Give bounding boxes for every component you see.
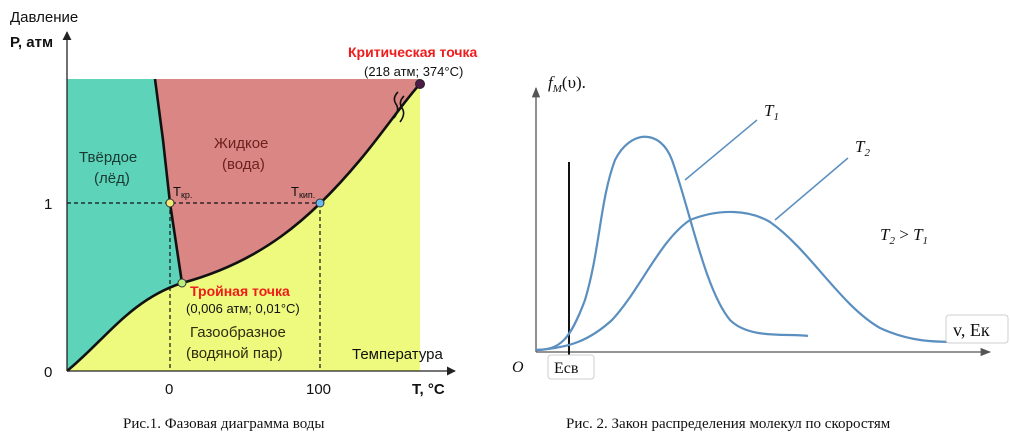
sublimation-curve — [66, 281, 183, 373]
x-axis-label-box — [945, 314, 1009, 344]
t2-leader — [774, 157, 849, 221]
x-tick-100: 100 — [306, 381, 331, 398]
curve-t1 — [535, 135, 809, 352]
critical-point-title: Критическая точка — [348, 44, 478, 60]
t-melt-label: Tкр. — [173, 184, 192, 200]
vaporization-curve — [181, 83, 421, 285]
esv-label-box — [547, 354, 595, 380]
solid-label: Твёрдое — [79, 149, 137, 166]
origin-label: O — [512, 359, 524, 376]
melting-point-marker — [165, 198, 175, 208]
critical-point-marker — [415, 79, 425, 89]
curve-break-mark — [393, 91, 405, 123]
x-axis-unit: T, °C — [412, 381, 445, 398]
melting-curve — [153, 78, 184, 284]
y-tick-1: 1 — [44, 196, 52, 213]
figure2-caption: Рис. 2. Закон распределения молекул по с… — [566, 416, 891, 432]
boiling-point-marker — [315, 198, 325, 208]
t2-label: T2 — [855, 137, 870, 159]
liquid-label: Жидкое — [214, 135, 268, 152]
gas-label: Газообразное — [190, 324, 286, 341]
triple-point-marker — [177, 278, 187, 288]
temperature-relation: T2 > T1 — [880, 225, 928, 247]
x-axis-label: v, Ек — [953, 320, 990, 340]
esv-label: Есв — [554, 360, 579, 377]
solid-sublabel: (лёд) — [94, 170, 130, 187]
t1-label: T1 — [764, 101, 779, 123]
x-axis-title: Температура — [352, 346, 444, 363]
phase-diagram: Давление Р, атм Температура T, °C 1 0 0 … — [10, 9, 478, 432]
t-boil-label: Tкип. — [291, 184, 315, 200]
gas-region — [67, 84, 420, 371]
x-tick-0: 0 — [165, 381, 173, 398]
speed-distribution: fM(υ). T1 T2 T2 > T1 O v, Ек Есв Рис. 2.… — [512, 73, 1009, 432]
triple-point-title: Тройная точка — [190, 283, 290, 299]
figure1-caption: Рис.1. Фазовая диаграмма воды — [123, 416, 325, 432]
triple-point-value: (0,006 атм; 0,01°С) — [186, 301, 300, 316]
liquid-region — [155, 79, 420, 283]
y-axis-unit: Р, атм — [10, 34, 53, 51]
f-axis-label: fM(υ). — [548, 73, 586, 95]
solid-region — [67, 79, 182, 371]
gas-sublabel: (водяной пар) — [186, 345, 283, 362]
liquid-sublabel: (вода) — [222, 156, 265, 173]
y-axis-title: Давление — [10, 9, 78, 26]
critical-point-value: (218 атм; 374°С) — [364, 64, 463, 79]
curve-t2 — [535, 210, 961, 352]
t1-leader — [684, 119, 758, 181]
y-tick-0: 0 — [44, 364, 52, 381]
